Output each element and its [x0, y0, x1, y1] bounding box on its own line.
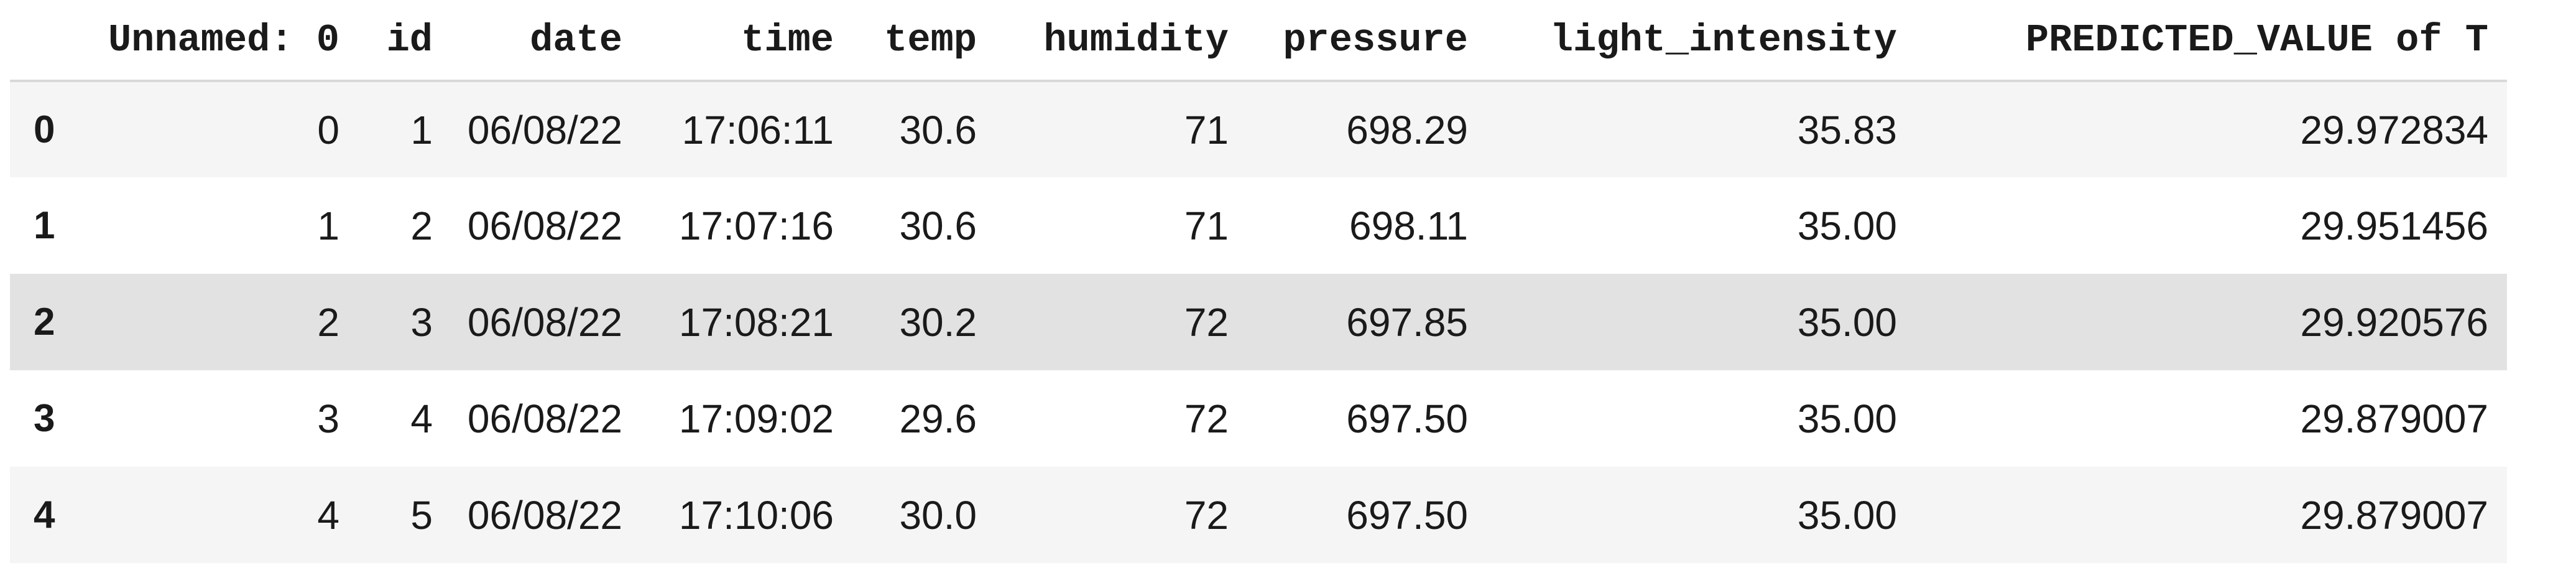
- column-header[interactable]: date: [451, 0, 641, 82]
- table-cell: 17:06:11: [681, 107, 834, 152]
- table-cell: 71: [1184, 203, 1229, 248]
- table-cell: 35.83: [1797, 107, 1897, 152]
- table-cell: 30.6: [899, 203, 977, 248]
- table-cell: 30.2: [899, 299, 977, 345]
- table-cell: 4: [317, 492, 339, 538]
- row-index: 2: [34, 301, 55, 343]
- table-cell: 06/08/22: [467, 299, 622, 345]
- row-index: 4: [34, 493, 55, 536]
- row-index: 3: [34, 397, 55, 440]
- row-index: 1: [34, 204, 55, 247]
- table-cell: 17:09:02: [678, 396, 834, 441]
- table-cell: 698.11: [1349, 203, 1468, 248]
- table-cell: 697.50: [1346, 492, 1468, 538]
- table-cell: 1: [410, 107, 433, 152]
- table-cell: 35.00: [1797, 492, 1897, 538]
- table-row[interactable]: 0 0 1 06/08/22 17:06:11 30.6 71 698.29 3…: [10, 81, 2507, 177]
- table-cell: 06/08/22: [467, 107, 622, 152]
- table-cell: 06/08/22: [467, 203, 622, 248]
- table-cell: 697.50: [1346, 396, 1468, 441]
- table-cell: 35.00: [1797, 396, 1897, 441]
- table-cell: 697.85: [1346, 299, 1468, 345]
- table-row[interactable]: 3 3 4 06/08/22 17:09:02 29.6 72 697.50 3…: [10, 370, 2507, 467]
- table-cell: 72: [1184, 492, 1229, 538]
- column-header[interactable]: humidity: [995, 0, 1247, 82]
- dataframe-table: Unnamed: 0 id date time temp humidity pr…: [10, 0, 2507, 563]
- table-cell: 698.29: [1346, 107, 1468, 152]
- table-cell: 29.879007: [2300, 492, 2488, 538]
- table-row[interactable]: 4 4 5 06/08/22 17:10:06 30.0 72 697.50 3…: [10, 467, 2507, 563]
- table-cell: 71: [1184, 107, 1229, 152]
- row-index: 0: [34, 108, 55, 151]
- table-cell: 5: [410, 492, 433, 538]
- table-cell: 72: [1184, 299, 1229, 345]
- table-cell: 30.0: [899, 492, 977, 538]
- table-cell: 06/08/22: [467, 396, 622, 441]
- table-cell: 17:10:06: [678, 492, 834, 538]
- table-cell: 35.00: [1797, 299, 1897, 345]
- table-row[interactable]: 1 1 2 06/08/22 17:07:16 30.6 71 698.11 3…: [10, 177, 2507, 274]
- header-row: Unnamed: 0 id date time temp humidity pr…: [10, 0, 2507, 82]
- table-cell: 2: [317, 299, 339, 345]
- column-header[interactable]: Unnamed: 0: [97, 0, 358, 82]
- table-cell: 35.00: [1797, 203, 1897, 248]
- table-cell: 0: [317, 107, 339, 152]
- column-header[interactable]: id: [358, 0, 451, 82]
- table-cell: 29.879007: [2300, 396, 2488, 441]
- index-header: [10, 0, 97, 82]
- column-header[interactable]: temp: [852, 0, 995, 82]
- table-cell: 30.6: [899, 107, 977, 152]
- table-cell: 3: [317, 396, 339, 441]
- table-cell: 1: [317, 203, 339, 248]
- column-header[interactable]: pressure: [1247, 0, 1487, 82]
- column-header[interactable]: time: [641, 0, 852, 82]
- table-cell: 29.6: [899, 396, 977, 441]
- table-cell: 4: [410, 396, 433, 441]
- table-cell: 3: [410, 299, 433, 345]
- table-cell: 29.972834: [2300, 107, 2488, 152]
- table-cell: 17:07:16: [678, 203, 834, 248]
- table-cell: 29.920576: [2300, 299, 2488, 345]
- column-header[interactable]: PREDICTED_VALUE of T: [1916, 0, 2507, 82]
- column-header[interactable]: light_intensity: [1487, 0, 1916, 82]
- table-cell: 29.951456: [2300, 203, 2488, 248]
- table-cell: 17:08:21: [678, 299, 834, 345]
- table-cell: 06/08/22: [467, 492, 622, 538]
- table-row-highlighted[interactable]: 2 2 3 06/08/22 17:08:21 30.2 72 697.85 3…: [10, 274, 2507, 370]
- table-cell: 2: [410, 203, 433, 248]
- table-cell: 72: [1184, 396, 1229, 441]
